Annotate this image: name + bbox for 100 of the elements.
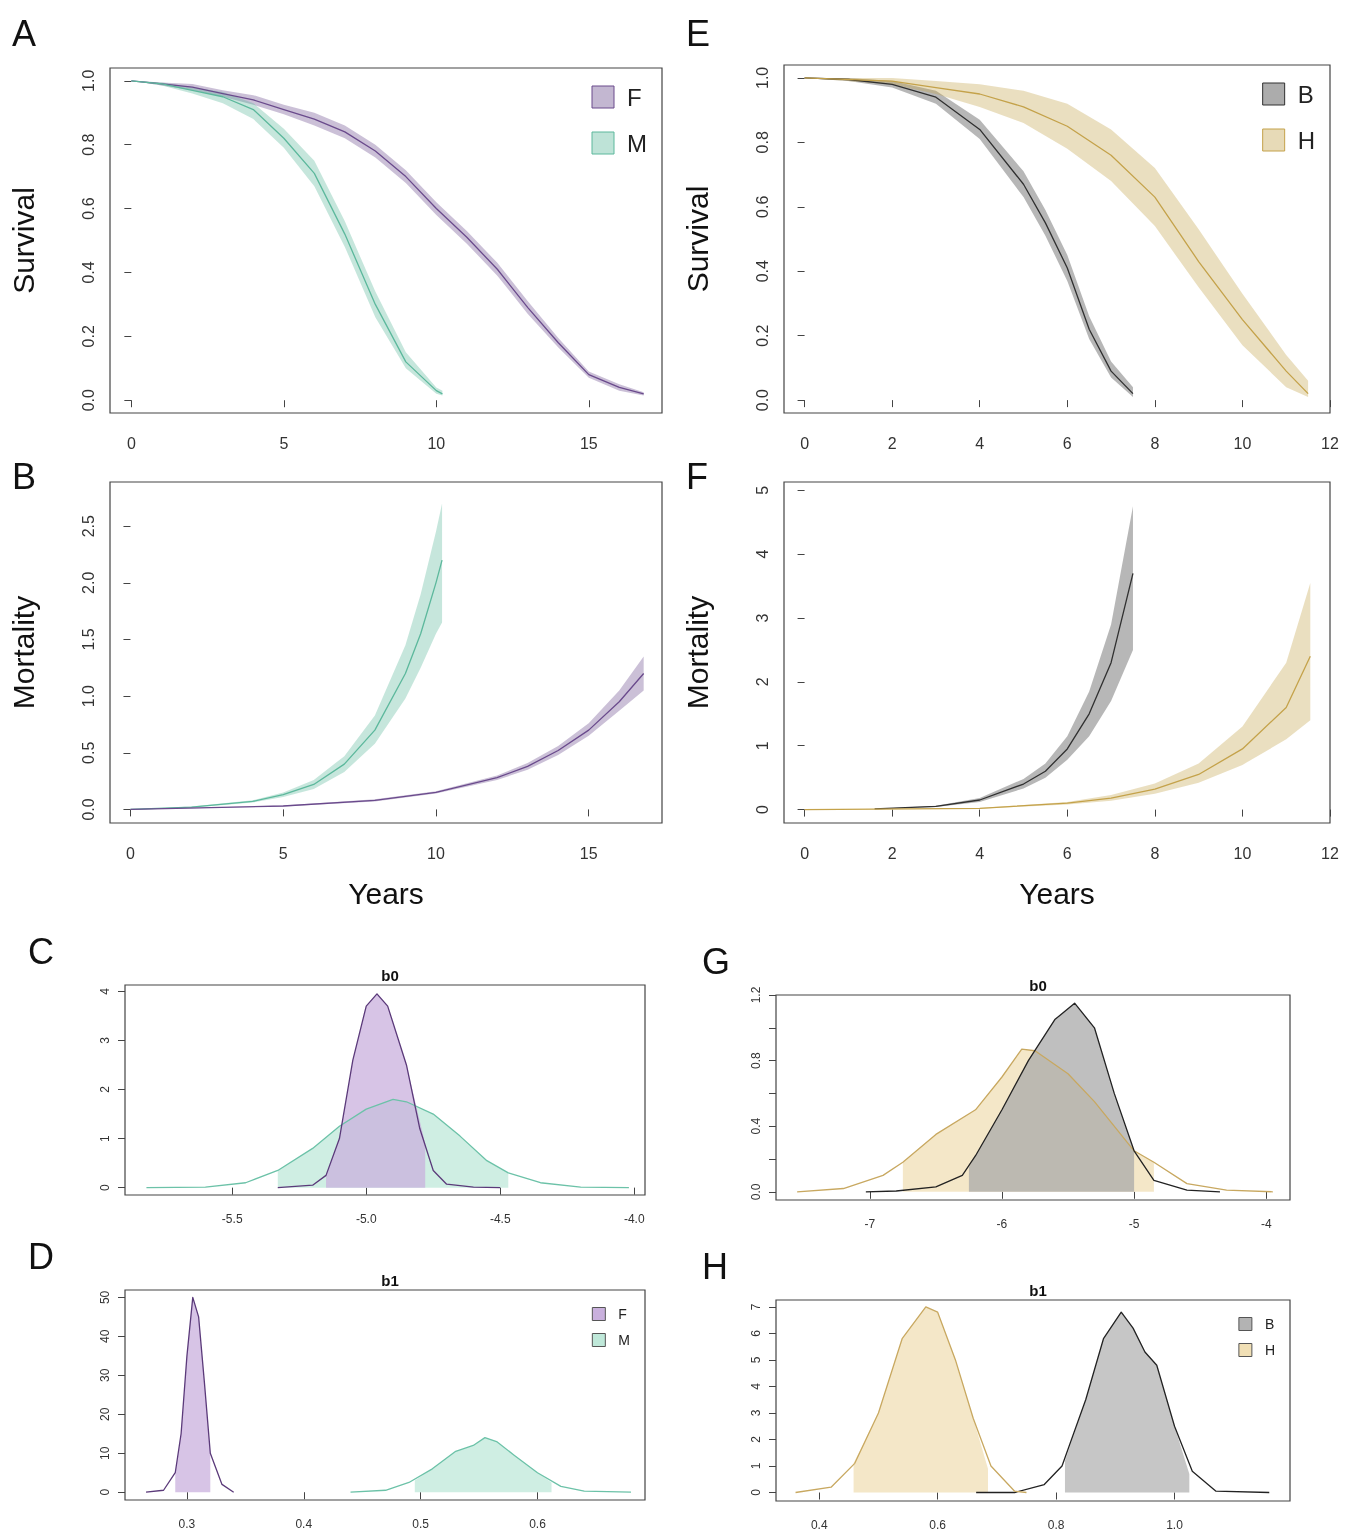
x-tick-label: -5.5 — [221, 1212, 243, 1226]
y-tick-label: 0 — [98, 1488, 112, 1496]
y-tick-label: 50 — [98, 1290, 112, 1305]
chart-title: b0 — [1029, 977, 1047, 994]
x-tick-label: 0.8 — [1047, 1518, 1065, 1531]
y-tick-label: 0.8 — [749, 1051, 763, 1069]
y-tick-label: 0.8 — [753, 131, 771, 154]
x-tick-label: 6 — [1062, 844, 1072, 862]
y-tick-label: 2 — [753, 677, 771, 687]
y-tick-label: 0.6 — [753, 195, 771, 218]
y-tick-label: 2 — [749, 1435, 763, 1443]
chart-title: b1 — [1029, 1282, 1047, 1299]
x-tick-label: 4 — [975, 434, 985, 452]
y-tick-label: 2 — [98, 1085, 112, 1093]
y-tick-label: 1.0 — [79, 69, 97, 92]
y-tick-label: 20 — [98, 1407, 112, 1421]
text: H — [702, 1245, 728, 1287]
y-axis-title: Mortality — [680, 595, 714, 710]
y-tick-label: 40 — [98, 1329, 112, 1344]
x-tick-label: 0.4 — [295, 1517, 313, 1531]
y-tick-label: 0.0 — [79, 389, 97, 412]
text: E — [686, 12, 711, 54]
x-tick-label: 5 — [278, 844, 288, 862]
x-tick-label: -4.0 — [623, 1212, 645, 1226]
y-tick-label: 3 — [98, 1036, 112, 1044]
legend-label: B — [1264, 1316, 1275, 1332]
x-tick-label: 1.0 — [1166, 1518, 1184, 1531]
x-tick-label: 2 — [887, 844, 897, 862]
y-tick-label: 2.0 — [79, 571, 97, 594]
legend-label: H — [1297, 126, 1316, 154]
y-tick-label: 30 — [98, 1368, 112, 1382]
chart-title: b0 — [381, 967, 399, 984]
x-tick-label: -4.5 — [489, 1212, 511, 1226]
x-tick-label: 0.4 — [810, 1518, 828, 1531]
x-tick-label: 0 — [126, 434, 136, 452]
y-axis-title: Survival — [6, 187, 40, 294]
y-tick-label: 1 — [98, 1134, 112, 1142]
y-tick-label: 0.4 — [749, 1117, 763, 1135]
x-tick-label: 10 — [427, 434, 446, 452]
x-tick-label: 4 — [975, 844, 985, 862]
x-tick-label: 15 — [579, 434, 598, 452]
legend-label: M — [618, 1332, 631, 1348]
x-tick-label: 2 — [887, 434, 897, 452]
x-tick-label: 0 — [126, 844, 136, 862]
y-tick-label: 4 — [98, 987, 112, 995]
y-tick-label: 0.5 — [79, 741, 97, 764]
y-tick-label: 1.0 — [753, 66, 771, 90]
y-tick-label: 1 — [753, 741, 771, 751]
x-tick-label: 12 — [1321, 434, 1339, 452]
x-axis-title: Years — [1019, 876, 1095, 910]
y-tick-label: 1.0 — [79, 684, 97, 708]
x-tick-label: 10 — [427, 844, 445, 862]
x-tick-label: 10 — [1233, 434, 1252, 452]
y-tick-label: 0.0 — [79, 798, 97, 821]
y-axis-title: Survival — [680, 185, 714, 293]
y-tick-label: 2.5 — [79, 514, 97, 538]
y-tick-label: 5 — [753, 485, 771, 495]
x-tick-label: -6 — [996, 1217, 1008, 1231]
y-tick-label: 4 — [753, 549, 771, 559]
y-tick-label: 0.6 — [79, 197, 97, 220]
legend-label: H — [1264, 1342, 1276, 1358]
x-tick-label: 6 — [1062, 434, 1072, 452]
x-tick-label: -5.0 — [355, 1212, 377, 1226]
y-tick-label: 5 — [749, 1356, 763, 1364]
x-tick-label: 0 — [800, 844, 810, 862]
y-tick-label: 1.5 — [79, 628, 97, 651]
x-tick-label: 0 — [800, 434, 810, 452]
text: D — [28, 1235, 54, 1277]
y-tick-label: 0.2 — [79, 325, 97, 348]
y-tick-label: 0 — [753, 805, 771, 815]
y-tick-label: 1.2 — [749, 986, 763, 1004]
x-tick-label: 15 — [579, 844, 598, 862]
text: F — [686, 455, 708, 497]
y-tick-label: 4 — [749, 1382, 763, 1390]
y-tick-label: 7 — [749, 1303, 763, 1311]
x-axis-title: Years — [348, 876, 424, 910]
y-tick-label: 0 — [98, 1183, 112, 1191]
x-tick-label: 0.6 — [929, 1518, 947, 1531]
y-tick-label: 6 — [749, 1329, 763, 1337]
x-tick-label: 0.5 — [412, 1517, 430, 1531]
y-tick-label: 0.4 — [753, 260, 771, 283]
y-tick-label: 0 — [749, 1488, 763, 1496]
legend-label: F — [618, 1306, 627, 1322]
y-tick-label: 3 — [749, 1409, 763, 1417]
x-tick-label: -7 — [864, 1217, 876, 1231]
y-tick-label: 0.0 — [753, 388, 771, 412]
y-tick-label: 0.0 — [749, 1183, 763, 1201]
y-axis-title: Mortality — [6, 595, 40, 710]
chart-title: b1 — [381, 1272, 399, 1289]
text: C — [28, 930, 54, 972]
x-tick-label: -5 — [1128, 1217, 1140, 1231]
x-tick-label: 8 — [1150, 434, 1160, 452]
legend-label: F — [627, 83, 642, 111]
x-tick-label: 0.3 — [178, 1517, 196, 1531]
x-tick-label: 5 — [279, 434, 289, 452]
text: A — [12, 12, 37, 54]
text: B — [12, 455, 37, 497]
y-tick-label: 0.2 — [753, 324, 771, 347]
y-tick-label: 1 — [749, 1462, 763, 1470]
x-tick-label: 10 — [1233, 844, 1252, 862]
